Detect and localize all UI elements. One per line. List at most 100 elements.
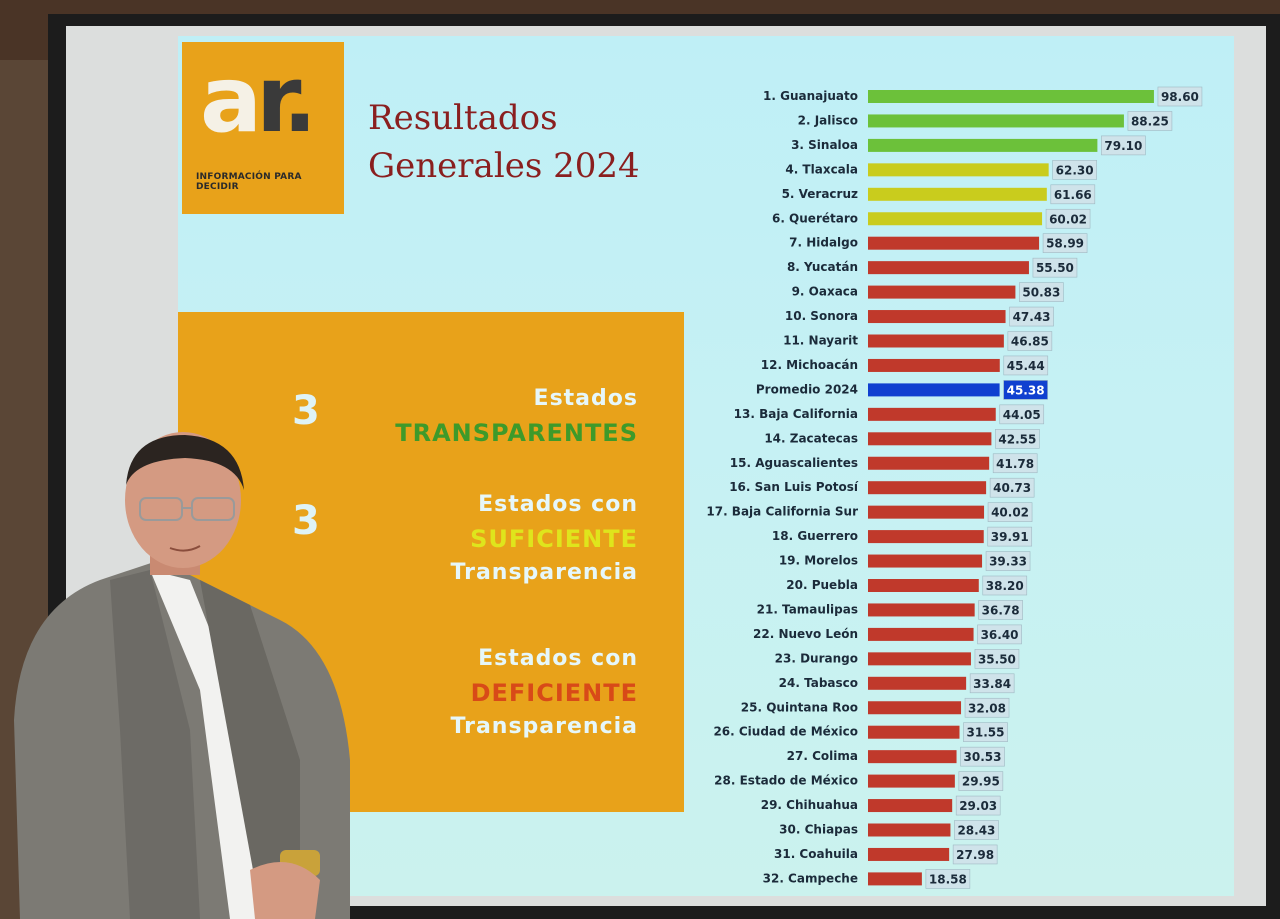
bar — [868, 236, 1040, 250]
value-label: 29.03 — [959, 799, 997, 813]
value-label: 36.40 — [981, 628, 1019, 642]
category-label: 3. Sinaloa — [791, 138, 858, 152]
value-label-box — [1157, 86, 1203, 107]
bar — [868, 114, 1124, 128]
value-label-box — [995, 428, 1040, 449]
category-label: 23. Durango — [775, 651, 858, 665]
summary-highlight-deficiente: DEFICIENTE — [470, 679, 638, 707]
bar — [868, 456, 990, 470]
category-label: 26. Ciudad de México — [713, 725, 858, 739]
category-label: 5. Veracruz — [782, 187, 858, 201]
value-label: 45.44 — [1007, 359, 1045, 373]
bar — [868, 750, 957, 764]
value-label: 79.10 — [1104, 139, 1142, 153]
slide-title: Resultados Generales 2024 — [368, 94, 668, 190]
category-label: 31. Coahuila — [774, 847, 858, 861]
value-label: 46.85 — [1011, 335, 1049, 349]
value-label-box — [987, 526, 1033, 547]
category-label: Promedio 2024 — [756, 382, 858, 396]
value-label-box — [1101, 135, 1146, 156]
bar — [868, 627, 974, 641]
bar — [868, 334, 1004, 348]
value-label-box — [1019, 282, 1064, 302]
value-label-box — [958, 771, 1004, 791]
value-label: 58.99 — [1046, 237, 1084, 251]
value-label-box — [1045, 208, 1091, 229]
presenter-photo — [14, 432, 350, 919]
bar — [868, 407, 996, 421]
value-label-box — [982, 575, 1028, 596]
bar — [868, 481, 987, 495]
slide-title-line1: Resultados — [368, 98, 558, 138]
value-label-box — [1032, 257, 1078, 278]
category-label: 14. Zacatecas — [764, 431, 858, 445]
value-label: 61.66 — [1054, 188, 1092, 202]
bar — [868, 603, 975, 617]
value-label: 98.60 — [1161, 90, 1199, 104]
value-label-box — [960, 746, 1005, 767]
value-label-box — [1050, 184, 1096, 205]
bar — [868, 676, 967, 690]
category-label: 24. Tabasco — [779, 676, 858, 690]
category-label: 7. Hidalgo — [789, 236, 858, 250]
value-label: 44.05 — [1003, 408, 1041, 422]
category-label: 6. Querétaro — [772, 211, 858, 225]
value-label: 35.50 — [978, 652, 1016, 666]
value-label-box — [985, 551, 1031, 571]
bar — [868, 90, 1154, 103]
category-label: 21. Tamaulipas — [757, 602, 858, 616]
category-label: 25. Quintana Roo — [741, 700, 858, 714]
logo-tagline: INFORMACIÓN PARA DECIDIR — [196, 172, 302, 192]
summary-deficiente: Estados con DEFICIENTE Transparencia — [451, 642, 639, 744]
category-label: 28. Estado de México — [714, 774, 858, 788]
value-label: 50.83 — [1022, 286, 1060, 300]
summary-line: Estados con — [478, 492, 638, 517]
category-label: 13. Baja California — [734, 407, 858, 421]
category-label: 16. San Luis Potosí — [729, 480, 859, 494]
value-label: 33.84 — [973, 677, 1011, 691]
value-label: 29.95 — [962, 775, 1000, 789]
summary-suficiente: Estados con SUFICIENTE Transparencia — [451, 488, 639, 590]
category-label: 27. Colima — [787, 749, 858, 763]
bar — [868, 163, 1049, 177]
category-label: 4. Tlaxcala — [785, 162, 858, 176]
bar — [868, 725, 960, 739]
category-label: 18. Guerrero — [772, 529, 858, 543]
bar — [868, 310, 1006, 324]
value-label: 40.73 — [993, 481, 1031, 495]
value-label-box — [963, 722, 1008, 743]
bar — [868, 530, 984, 544]
bar — [868, 187, 1047, 201]
bar — [868, 358, 1000, 372]
bar — [868, 872, 922, 886]
bar — [868, 652, 971, 666]
value-label: 88.25 — [1131, 114, 1169, 128]
bar — [868, 285, 1016, 299]
category-label: 11. Nayarit — [783, 334, 858, 348]
summary-count-transparent: 3 — [292, 388, 320, 434]
value-label-box — [964, 697, 1010, 718]
value-label: 60.02 — [1049, 212, 1087, 226]
value-label: 36.78 — [982, 603, 1020, 617]
summary-highlight-transparentes: TRANSPARENTES — [395, 419, 638, 447]
value-label-box — [925, 869, 971, 889]
bar — [868, 847, 950, 861]
bar — [868, 799, 953, 813]
value-label: 31.55 — [967, 726, 1005, 740]
slide-title-line2: Generales 2024 — [368, 146, 640, 186]
summary-count-suficiente: 3 — [292, 498, 320, 544]
bar — [868, 432, 992, 446]
category-label: 17. Baja California Sur — [706, 505, 858, 519]
value-label: 39.91 — [991, 530, 1029, 544]
value-label: 38.20 — [986, 579, 1024, 593]
bar — [868, 774, 955, 788]
value-label-box — [978, 600, 1023, 620]
value-label-box — [992, 453, 1038, 474]
category-label: 29. Chihuahua — [761, 798, 858, 812]
brand-logo: ar. INFORMACIÓN PARA DECIDIR — [182, 42, 344, 214]
category-label: 19. Morelos — [779, 554, 858, 568]
value-label-box — [1007, 331, 1053, 351]
value-label-box — [974, 649, 1020, 669]
value-label-box — [987, 502, 1033, 522]
value-label-box — [999, 404, 1045, 425]
